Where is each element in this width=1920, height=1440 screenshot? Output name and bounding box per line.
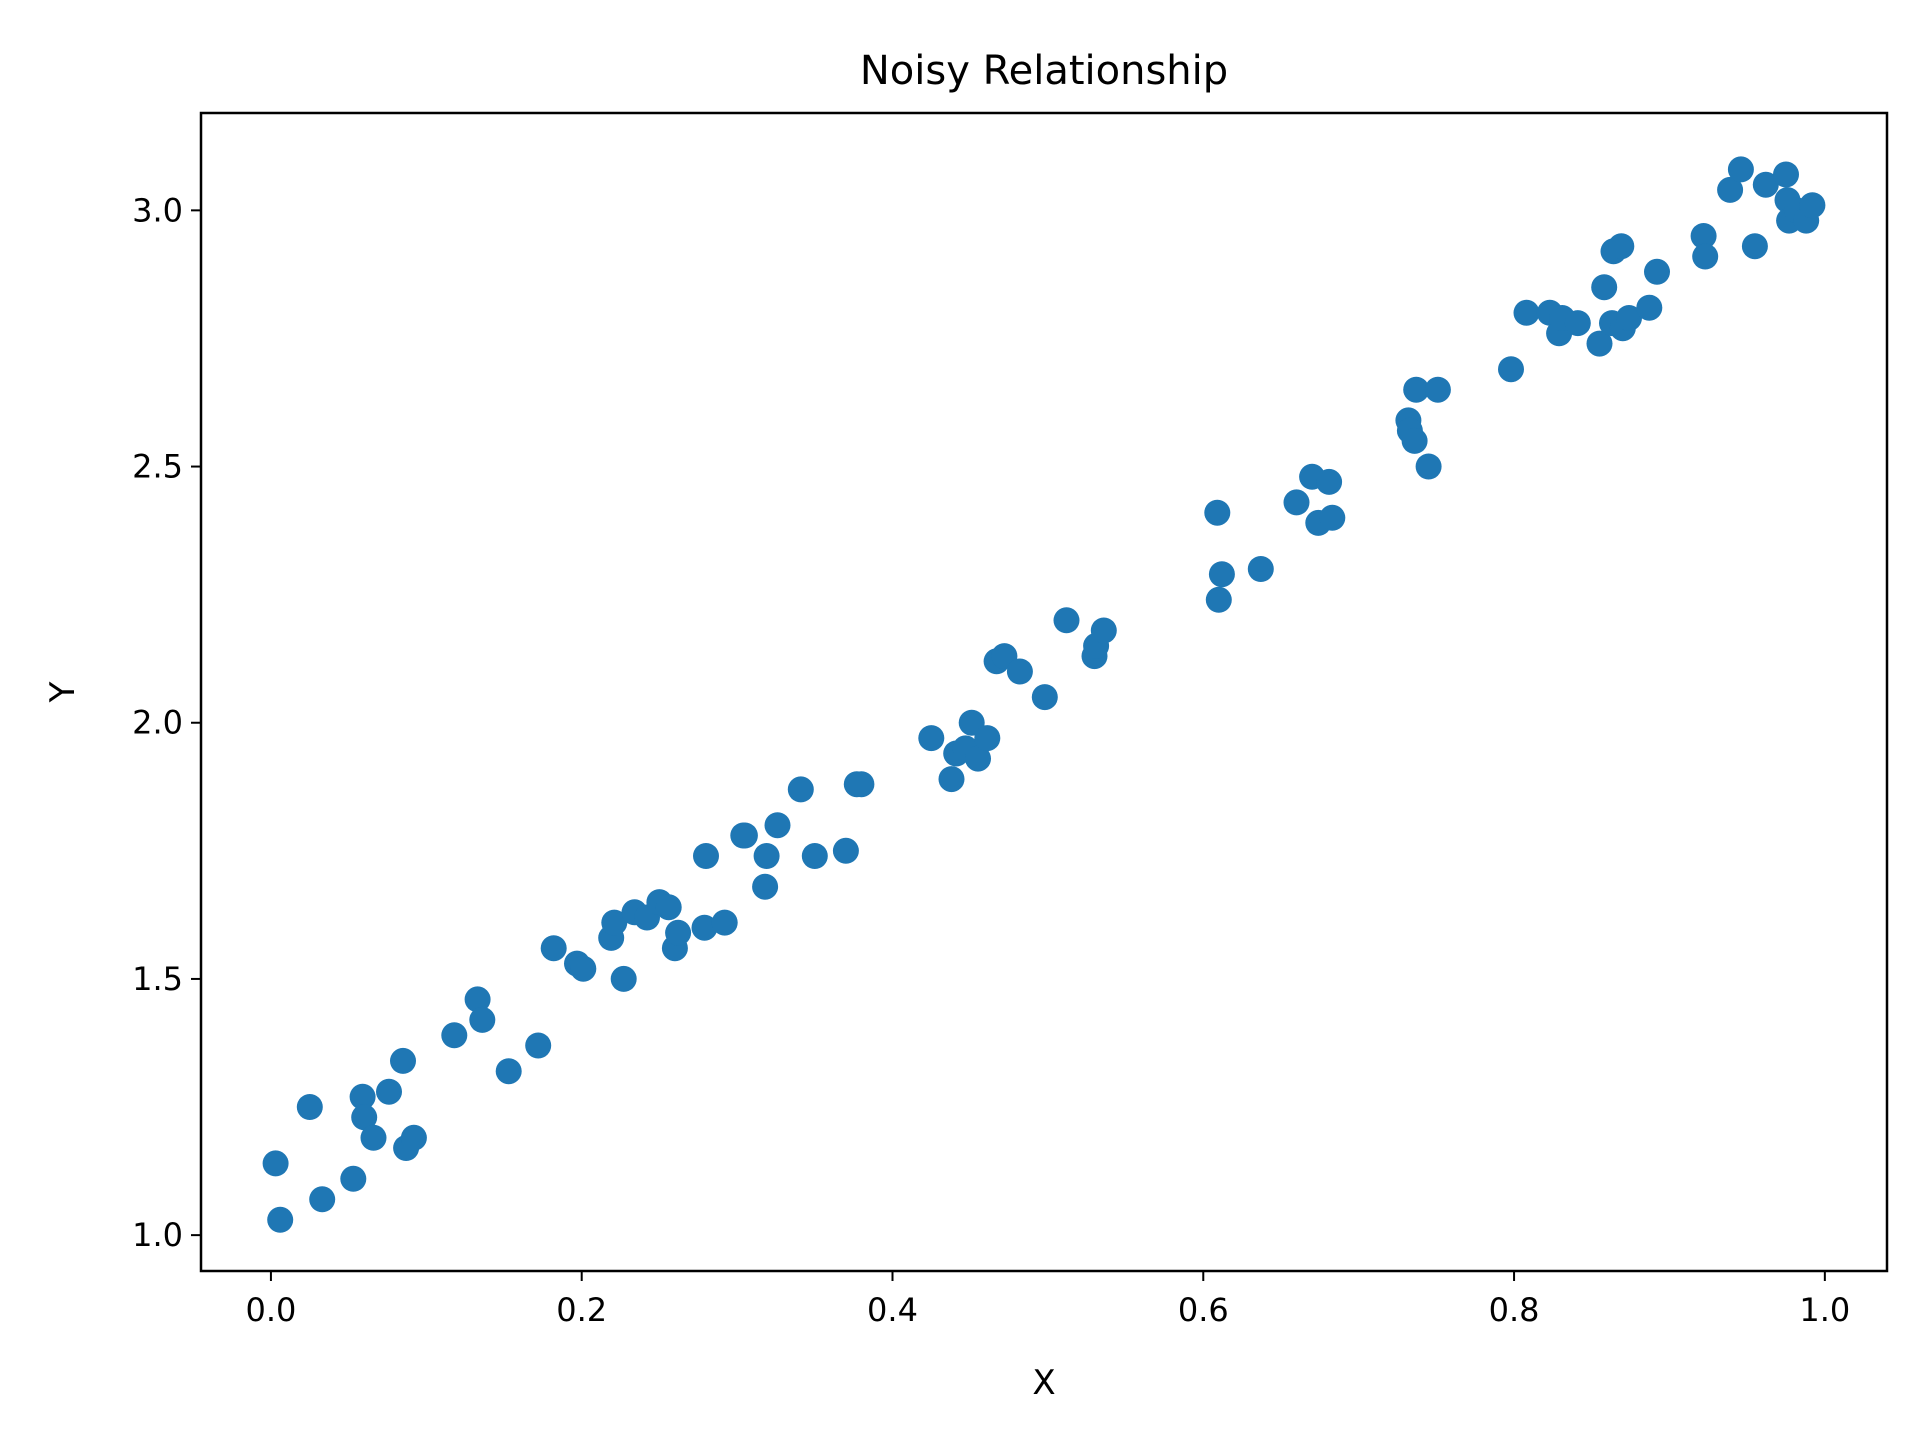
data-point-8 — [376, 1078, 402, 1105]
data-point-82 — [1608, 233, 1635, 260]
data-point-31 — [711, 909, 738, 936]
data-point-30 — [693, 843, 719, 869]
data-point-43 — [938, 766, 965, 793]
data-point-59 — [1208, 561, 1235, 588]
data-point-91 — [1741, 233, 1768, 260]
data-point-64 — [1316, 468, 1343, 495]
x-tick-label-5: 1.0 — [1799, 1291, 1850, 1329]
data-point-5 — [349, 1083, 376, 1110]
data-point-60 — [1247, 556, 1274, 582]
data-point-11 — [400, 1124, 427, 1151]
data-point-13 — [464, 986, 491, 1013]
y-tick-label-1: 1.5 — [132, 960, 183, 998]
data-point-86 — [1644, 258, 1670, 285]
data-point-88 — [1692, 243, 1719, 270]
data-point-52 — [1031, 684, 1058, 711]
data-point-3 — [309, 1186, 336, 1213]
y-tick-label-4: 3.0 — [132, 191, 183, 229]
x-tick-label-0: 0.0 — [245, 1291, 296, 1329]
data-point-28 — [665, 919, 692, 946]
data-point-42 — [918, 725, 945, 752]
x-tick-label-1: 0.2 — [556, 1291, 607, 1329]
x-tick-label-2: 0.4 — [867, 1291, 918, 1329]
x-axis-label: X — [1032, 1363, 1055, 1403]
data-point-37 — [787, 776, 814, 803]
data-point-14 — [469, 1006, 496, 1033]
data-point-77 — [1564, 310, 1591, 337]
data-point-41 — [848, 771, 875, 798]
data-point-29 — [691, 914, 718, 941]
x-axis-ticks: 0.0 0.2 0.4 0.6 0.8 1.0 — [245, 1271, 1850, 1329]
data-point-61 — [1283, 489, 1310, 516]
data-point-68 — [1401, 427, 1428, 454]
data-point-90 — [1727, 156, 1754, 183]
data-point-71 — [1424, 376, 1451, 403]
chart-title: Noisy Relationship — [860, 48, 1228, 94]
data-point-0 — [262, 1150, 289, 1177]
y-tick-label-0: 1.0 — [132, 1216, 183, 1254]
data-point-7 — [360, 1124, 387, 1151]
data-point-57 — [1204, 499, 1231, 526]
x-tick-label-4: 0.8 — [1489, 1291, 1540, 1329]
plot-area-frame — [199, 111, 1889, 1273]
data-point-12 — [441, 1022, 468, 1049]
data-point-87 — [1690, 223, 1717, 249]
data-point-21 — [601, 909, 628, 936]
y-tick-label-2: 2.0 — [132, 704, 183, 742]
data-point-2 — [296, 1094, 323, 1120]
data-point-53 — [1053, 607, 1080, 634]
data-point-15 — [495, 1058, 522, 1085]
x-tick-label-3: 0.6 — [1178, 1291, 1229, 1329]
data-point-16 — [525, 1032, 552, 1059]
data-point-56 — [1090, 617, 1117, 644]
data-point-47 — [965, 745, 991, 772]
data-point-69 — [1403, 376, 1430, 403]
data-point-85 — [1636, 294, 1663, 321]
data-point-33 — [731, 822, 758, 849]
data-point-22 — [610, 965, 637, 992]
data-point-48 — [974, 725, 1001, 752]
y-axis-ticks: 1.0 1.5 2.0 2.5 3.0 — [132, 191, 201, 1254]
data-point-93 — [1773, 161, 1799, 188]
data-point-1 — [267, 1206, 294, 1233]
data-point-4 — [340, 1165, 367, 1192]
data-points — [262, 156, 1826, 1233]
data-point-72 — [1498, 356, 1524, 383]
data-point-58 — [1205, 586, 1232, 613]
data-point-19 — [570, 955, 597, 982]
data-point-38 — [801, 843, 828, 869]
data-point-89 — [1717, 176, 1744, 203]
data-point-98 — [1799, 192, 1826, 219]
data-point-6 — [351, 1104, 378, 1131]
data-point-35 — [753, 843, 780, 869]
data-point-73 — [1513, 299, 1540, 326]
data-point-26 — [655, 894, 682, 921]
data-point-36 — [764, 812, 791, 839]
y-tick-label-3: 2.5 — [132, 448, 183, 486]
data-point-39 — [832, 837, 859, 864]
data-point-78 — [1586, 330, 1613, 357]
data-point-34 — [752, 873, 779, 900]
data-point-84 — [1616, 305, 1642, 331]
data-point-51 — [1006, 658, 1033, 685]
data-point-92 — [1752, 171, 1779, 198]
data-point-9 — [390, 1047, 416, 1074]
data-point-79 — [1591, 274, 1618, 301]
y-axis-label: Y — [43, 681, 83, 703]
data-point-70 — [1415, 453, 1442, 480]
data-point-65 — [1319, 504, 1346, 531]
data-point-17 — [540, 935, 567, 962]
